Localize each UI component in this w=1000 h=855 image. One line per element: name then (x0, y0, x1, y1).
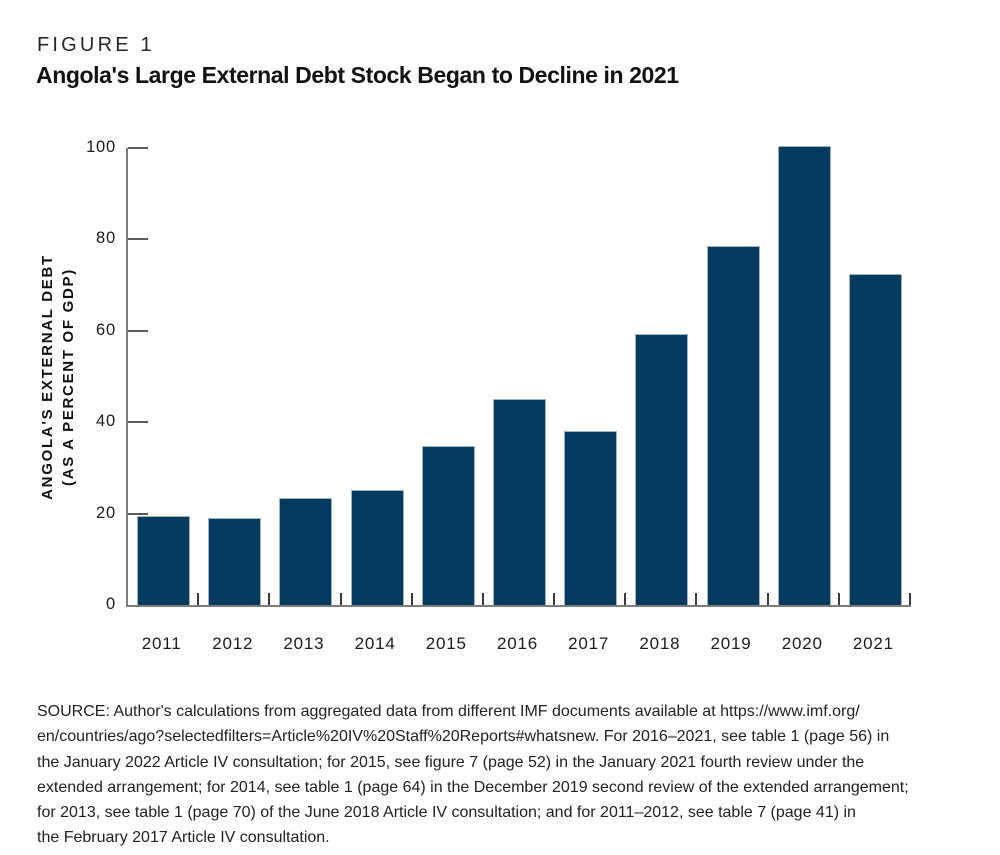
bar-2014 (350, 490, 404, 605)
x-category-label-2016: 2016 (496, 634, 538, 653)
x-category-label-2015: 2015 (425, 634, 467, 653)
plot-area (126, 145, 911, 607)
x-category-label-2019: 2019 (710, 634, 752, 653)
y-tick-40 (128, 421, 148, 424)
bar-2018 (635, 334, 689, 605)
source-line: the February 2017 Article IV consultatio… (37, 829, 330, 847)
x-category-label-2018: 2018 (639, 634, 681, 653)
x-tick-8 (695, 593, 698, 605)
bar-2016 (493, 399, 546, 605)
source-line: SOURCE: Author's calculations from aggre… (37, 703, 860, 720)
bar-2012 (208, 518, 262, 605)
source-line: the January 2022 Article IV consultation… (37, 753, 865, 771)
y-axis-title: ANGOLA'S EXTERNAL DEBT (AS A PERCENT OF … (37, 254, 79, 500)
bar-2020 (777, 145, 831, 605)
y-tick-label-0: 0 (106, 595, 116, 613)
x-category-label-2014: 2014 (354, 634, 396, 653)
y-tick-100 (128, 147, 148, 149)
bar-2021 (848, 273, 902, 605)
y-tick-label-80: 80 (96, 229, 116, 248)
bar-2011 (137, 515, 191, 605)
x-tick-1 (197, 593, 200, 605)
x-tick-9 (766, 593, 769, 605)
x-category-label-2013: 2013 (283, 634, 325, 653)
x-tick-3 (339, 593, 342, 605)
y-tick-label-100: 100 (86, 138, 116, 156)
y-tick-60 (128, 329, 148, 332)
bar-2017 (564, 430, 618, 605)
y-axis-title-line1: ANGOLA'S EXTERNAL DEBT (39, 254, 56, 500)
x-tick-2 (268, 593, 271, 605)
y-tick-label-40: 40 (96, 412, 116, 431)
x-category-label-2020: 2020 (781, 634, 823, 653)
x-tick-7 (624, 593, 627, 605)
bar-2013 (279, 497, 333, 605)
y-tick-80 (128, 238, 148, 241)
x-tick-11 (909, 593, 911, 605)
y-tick-label-20: 20 (96, 503, 116, 522)
bar-2015 (421, 445, 475, 605)
x-category-label-2011: 2011 (141, 634, 182, 653)
figure-label: FIGURE 1 (37, 34, 155, 56)
x-category-label-2021: 2021 (852, 634, 894, 653)
y-tick-label-60: 60 (96, 320, 116, 339)
x-category-label-2012: 2012 (212, 634, 254, 653)
y-axis-title-line2: (AS A PERCENT OF GDP) (60, 268, 77, 486)
x-tick-4 (410, 593, 413, 605)
y-tick-20 (128, 512, 148, 515)
source-line: for 2013, see table 1 (page 70) of the J… (37, 804, 856, 822)
source-line: en/countries/ago?selectedfilters=Article… (37, 728, 890, 746)
x-tick-5 (481, 593, 484, 605)
chart-title: Angola's Large External Debt Stock Began… (36, 62, 679, 88)
x-category-label-2017: 2017 (568, 634, 610, 653)
x-tick-6 (553, 593, 556, 605)
source-line: extended arrangement; for 2014, see tabl… (37, 778, 909, 796)
bar-2019 (706, 245, 760, 605)
x-tick-10 (837, 593, 840, 605)
source-note: SOURCE: Author's calculations from aggre… (37, 699, 982, 851)
